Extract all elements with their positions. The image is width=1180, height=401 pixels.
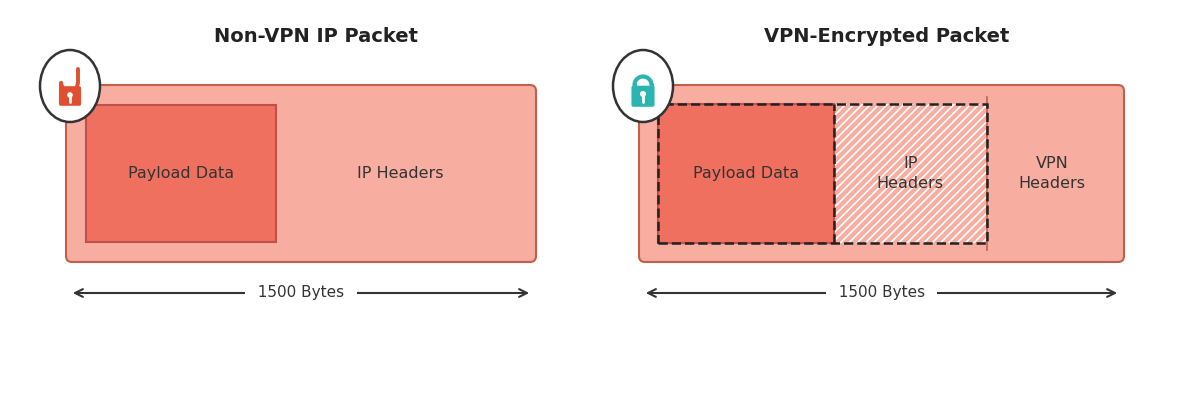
Text: IP
Headers: IP Headers bbox=[877, 156, 944, 191]
Text: VPN-Encrypted Packet: VPN-Encrypted Packet bbox=[763, 26, 1009, 45]
Bar bbox=[658, 104, 986, 243]
FancyBboxPatch shape bbox=[640, 85, 1125, 262]
Text: VPN
Headers: VPN Headers bbox=[1018, 156, 1086, 191]
Circle shape bbox=[67, 92, 73, 98]
FancyBboxPatch shape bbox=[59, 86, 81, 106]
Text: Payload Data: Payload Data bbox=[693, 166, 799, 181]
Bar bbox=[658, 104, 986, 243]
FancyBboxPatch shape bbox=[66, 85, 536, 262]
Text: 1500 Bytes: 1500 Bytes bbox=[248, 286, 354, 300]
Bar bbox=[658, 104, 834, 243]
Ellipse shape bbox=[40, 50, 100, 122]
Circle shape bbox=[640, 91, 645, 97]
Text: Payload Data: Payload Data bbox=[127, 166, 234, 181]
Text: IP Headers: IP Headers bbox=[356, 166, 444, 181]
Text: 1500 Bytes: 1500 Bytes bbox=[828, 286, 935, 300]
FancyBboxPatch shape bbox=[86, 105, 276, 242]
FancyBboxPatch shape bbox=[631, 86, 655, 107]
Ellipse shape bbox=[612, 50, 673, 122]
Text: Non-VPN IP Packet: Non-VPN IP Packet bbox=[214, 26, 418, 45]
